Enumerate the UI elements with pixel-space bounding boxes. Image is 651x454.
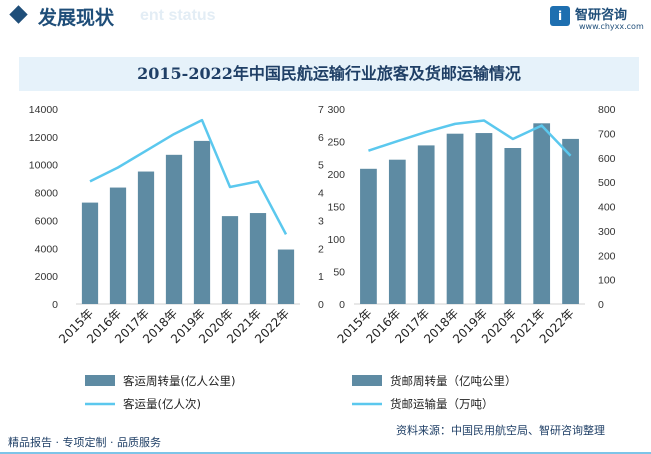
logo-url: www.chyxx.com [579,22,644,31]
legend-bar-label: 货邮周转量（亿吨公里） [390,374,517,388]
y-tick-right: 400 [598,202,616,214]
bar [562,138,579,304]
bar [277,249,295,304]
bar [417,145,435,304]
bar [360,168,377,304]
y-tick-right: 200 [598,250,616,262]
y-tick-right: 300 [598,226,616,238]
y-tick-right: 2 [318,243,324,255]
legend-line-label: 客运量(亿人次) [123,397,201,411]
legend-line-label: 货邮运输量（万吨） [390,397,494,411]
y-tick-right: 7 [318,104,324,116]
y-tick-left: 14000 [29,104,58,116]
section-title: 发展现状 [38,7,115,29]
y-tick-right: 4 [318,188,324,200]
legend-bar-swatch [352,375,382,386]
y-tick-right: 0 [598,299,604,311]
y-tick-right: 1 [318,271,324,283]
bar [533,123,551,304]
logo-name: 智研咨询 [575,8,628,23]
y-tick-right: 600 [598,153,616,165]
y-tick-right: 3 [318,215,324,227]
y-tick-left: 200 [327,169,345,181]
bar [388,159,406,304]
y-tick-left: 0 [339,299,345,311]
y-tick-left: 10000 [29,160,58,172]
bar [109,187,127,304]
y-tick-left: 2000 [35,271,59,283]
y-tick-right: 100 [598,275,616,287]
y-tick-right: 700 [598,128,616,140]
brand-logo: i 智研咨询 www.chyxx.com [550,4,650,34]
legend-bar-swatch [85,375,115,386]
y-tick-right: 0 [318,299,324,311]
y-tick-right: 6 [318,132,324,144]
bar [81,202,99,304]
series-line [89,118,288,235]
y-tick-left: 4000 [35,243,59,255]
logo-mark-icon: i [550,6,570,26]
y-tick-left: 6000 [35,215,59,227]
y-tick-left: 50 [333,267,345,279]
y-tick-right: 5 [318,160,324,172]
page-header: 发展现状 ent status i 智研咨询 www.chyxx.com [0,0,651,32]
bar [221,216,239,304]
bar [193,140,211,304]
bar [504,148,522,304]
y-tick-left: 300 [327,104,345,116]
footer-divider [0,452,651,454]
y-tick-left: 100 [327,234,345,246]
chart-title: 2015-2022年中国民航运输行业旅客及货邮运输情况 [137,64,521,83]
y-tick-left: 0 [52,299,58,311]
series-line [368,119,572,157]
section-subtitle: ent status [140,7,216,24]
chart-title-band: 2015-2022年中国民航运输行业旅客及货邮运输情况 [19,57,639,91]
bar [446,133,464,304]
y-tick-left: 12000 [29,132,58,144]
y-tick-left: 150 [327,202,345,214]
y-tick-right: 800 [598,104,616,116]
bar [165,154,183,304]
y-tick-left: 8000 [35,188,59,200]
bar [475,133,493,304]
footer-slogan: 精品报告 · 专项定制 · 品质服务 [8,436,161,449]
bar [137,171,155,304]
y-tick-right: 500 [598,177,616,189]
legend-bar-label: 客运周转量(亿人公里) [123,374,235,388]
y-tick-left: 250 [327,137,345,149]
source-note: 资料来源：中国民用航空局、智研咨询整理 [396,424,605,437]
bar [249,213,267,304]
